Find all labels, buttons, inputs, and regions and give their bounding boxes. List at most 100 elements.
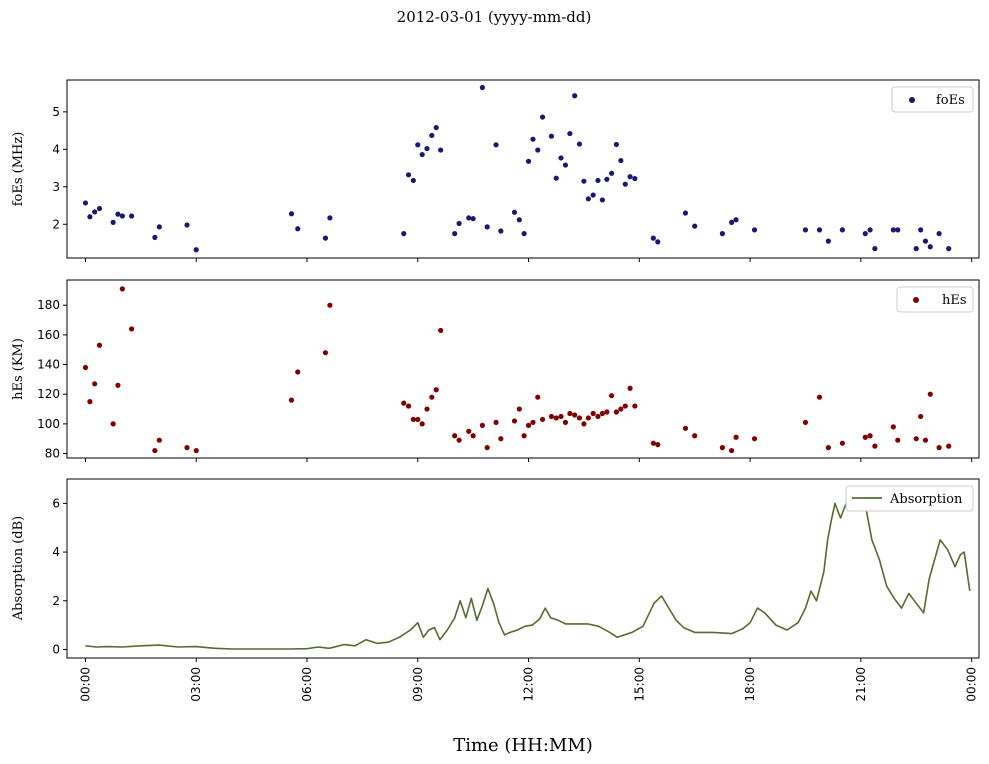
foes-data-point (895, 227, 901, 233)
x-tick-label: 06:00 (300, 667, 314, 702)
foes-data-point (433, 124, 439, 131)
hes-data-point (184, 445, 190, 451)
foes-data-point (816, 227, 823, 233)
hes-data-point (913, 436, 919, 442)
foes-axes-frame (66, 79, 980, 259)
foes-data-point (692, 223, 698, 229)
foes-data-point (184, 222, 190, 228)
hes-data-point (692, 433, 698, 439)
hes-data-point (618, 406, 624, 412)
hes-panel: hEs (KM) 80 100 120 140 160 180 hEs (11, 279, 980, 462)
foes-data-point (562, 162, 569, 168)
foes-data-point (572, 93, 578, 99)
hes-data-point (424, 406, 430, 412)
foes-data-point (632, 175, 638, 182)
hes-data-point (119, 286, 125, 292)
hes-data-point (110, 421, 116, 427)
hes-data-point (553, 415, 559, 421)
hes-data-point (410, 416, 416, 423)
hes-y-tick-label: 160 (37, 328, 60, 342)
foes-data-point (415, 142, 421, 148)
hes-x-ticks (84, 458, 973, 462)
foes-data-point (922, 238, 929, 244)
hes-data-point (327, 302, 333, 308)
foes-data-point (729, 219, 735, 225)
hes-data-point (535, 394, 541, 400)
foes-legend-label: foEs (936, 93, 965, 108)
hes-data-point (895, 437, 901, 443)
foes-data-point (401, 231, 407, 237)
hes-data-point (466, 428, 472, 434)
hes-data-point (576, 415, 583, 421)
hes-data-point (890, 424, 896, 430)
hes-data-point (516, 406, 522, 412)
foes-data-point (119, 213, 125, 219)
foes-data-point (456, 220, 462, 227)
foes-data-point (872, 246, 878, 252)
foes-data-point (82, 200, 89, 206)
hes-data-point (839, 440, 845, 446)
hes-data-point (622, 403, 628, 409)
hes-data-point (456, 437, 462, 443)
x-tick-label: 00:00 (965, 667, 979, 702)
foes-y-tick-label: 4 (52, 142, 60, 156)
foes-y-ticks: 2 3 4 5 (52, 105, 67, 231)
hes-data-point (156, 437, 162, 443)
absorption-y-tick-label: 0 (52, 642, 60, 656)
foes-data-point (452, 231, 458, 237)
foes-data-point (466, 215, 472, 221)
foes-y-tick-label: 3 (52, 180, 60, 194)
hes-data-point (609, 393, 615, 399)
foes-data-point (479, 84, 485, 91)
hes-y-tick-label: 120 (37, 387, 60, 401)
hes-data-point (567, 410, 573, 417)
foes-data-point (288, 211, 295, 217)
hes-data-point (751, 436, 758, 442)
foes-data-point (567, 130, 573, 137)
foes-data-point (918, 227, 924, 233)
hes-data-point (129, 326, 135, 332)
foes-data-point (548, 133, 555, 139)
absorption-legend-box (845, 485, 974, 512)
hes-data-point (521, 433, 527, 439)
hes-data-point (590, 410, 596, 417)
foes-data-point (525, 158, 532, 164)
foes-data-point (585, 196, 591, 202)
hes-data-point (87, 399, 93, 405)
foes-data-point (493, 142, 499, 148)
foes-data-point (581, 178, 587, 184)
foes-data-point (867, 227, 873, 233)
hes-data-point (632, 403, 638, 409)
foes-data-point (719, 231, 725, 237)
foes-data-point (622, 181, 628, 187)
foes-data-point (470, 216, 476, 222)
hes-data-point (927, 391, 933, 397)
hes-data-point (558, 413, 564, 420)
foes-data-point (590, 192, 596, 198)
hes-data-point (452, 433, 458, 439)
foes-data-point (535, 147, 541, 153)
hes-y-tick-label: 100 (37, 417, 60, 431)
absorption-panel: Absorption (dB) 0 2 4 6 00:00 03:00 06:00 09:0… (11, 478, 980, 702)
x-axis-label: Time (HH:MM) (453, 735, 593, 756)
foes-y-axis-label: foEs (MHz) (11, 132, 26, 207)
hes-data-point (401, 400, 407, 406)
foes-y-tick-label: 5 (52, 105, 60, 119)
foes-points (82, 84, 952, 253)
hes-y-tick-label: 80 (45, 447, 60, 461)
hes-data-point (802, 419, 809, 425)
hes-points (82, 286, 952, 454)
hes-data-point (682, 425, 689, 431)
hes-data-point (946, 443, 952, 449)
foes-data-point (152, 234, 158, 240)
hes-data-point (415, 416, 421, 423)
foes-data-point (618, 157, 624, 164)
foes-data-point (825, 238, 831, 244)
absorption-legend: Absorption (845, 485, 974, 512)
hes-data-point (729, 447, 735, 454)
foes-data-point (129, 213, 135, 219)
hes-data-point (470, 433, 476, 439)
hes-y-tick-label: 140 (37, 358, 60, 372)
x-tick-label: 00:00 (78, 667, 92, 702)
